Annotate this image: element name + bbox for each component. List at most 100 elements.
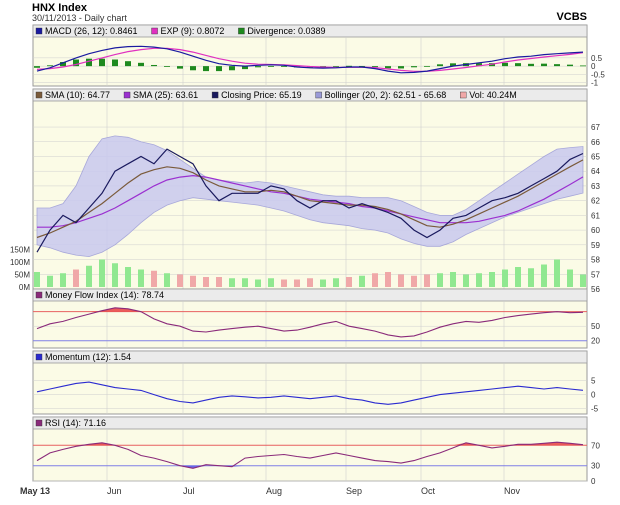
rsi-ytick-2: 30 bbox=[591, 462, 600, 471]
price-legend-swatch-2 bbox=[211, 91, 219, 99]
macd-divergence-bar-40 bbox=[554, 64, 560, 67]
macd-divergence-bar-10 bbox=[164, 66, 170, 67]
macd-divergence-bar-34 bbox=[476, 63, 482, 67]
macd-divergence-bar-32 bbox=[450, 63, 456, 67]
mfi-legend-label-0: Money Flow Index (14): 78.74 bbox=[45, 290, 164, 300]
price-ytick-4: 64 bbox=[591, 167, 600, 176]
x-axis: May 13 Jun Jul Aug Sep Oct Nov bbox=[20, 486, 521, 496]
volume-bar-38 bbox=[528, 268, 534, 287]
x-label-nov: Nov bbox=[504, 486, 521, 496]
volume-bar-33 bbox=[463, 274, 469, 287]
volume-bar-25 bbox=[359, 275, 365, 287]
x-label-sep: Sep bbox=[346, 486, 362, 496]
price-legend-swatch-0 bbox=[35, 91, 43, 99]
macd-divergence-bar-42 bbox=[580, 65, 586, 67]
macd-divergence-bar-39 bbox=[541, 63, 547, 67]
macd-divergence-bar-28 bbox=[398, 66, 404, 69]
volume-bar-9 bbox=[151, 270, 157, 287]
x-label-jun: Jun bbox=[107, 486, 122, 496]
momentum-ytick-1: 5 bbox=[591, 377, 596, 386]
volume-bar-10 bbox=[164, 273, 170, 287]
macd-divergence-bar-2 bbox=[60, 62, 66, 67]
price-ytick-7: 61 bbox=[591, 211, 600, 220]
momentum-line bbox=[36, 381, 584, 405]
macd-divergence-bar-9 bbox=[151, 64, 157, 67]
x-label-jul: Jul bbox=[183, 486, 195, 496]
price-ytick-6: 62 bbox=[591, 197, 600, 206]
volume-bar-36 bbox=[502, 269, 508, 287]
volume-bar-11 bbox=[177, 274, 183, 287]
macd-legend-bar bbox=[32, 24, 588, 38]
volume-bar-20 bbox=[294, 279, 300, 287]
price-legend-label-1: SMA (25): 63.61 bbox=[133, 90, 198, 100]
price-ytick-12: 56 bbox=[591, 285, 600, 294]
macd-divergence-bar-31 bbox=[437, 64, 443, 67]
volume-tick-0: 150M bbox=[10, 246, 30, 255]
volume-bar-8 bbox=[138, 269, 144, 287]
volume-bar-41 bbox=[567, 269, 573, 287]
volume-bar-24 bbox=[346, 277, 352, 287]
rsi-legend-swatch-0 bbox=[35, 419, 43, 427]
macd-ytick-4: -0.5 bbox=[591, 70, 605, 79]
macd-legend-label-0: MACD (26, 12): 0.8461 bbox=[45, 26, 138, 36]
macd-divergence-bar-11 bbox=[177, 66, 183, 69]
volume-bar-39 bbox=[541, 264, 547, 287]
momentum-ytick-2: 0 bbox=[591, 391, 596, 400]
closing-price-line bbox=[36, 148, 584, 253]
macd-divergence-bar-29 bbox=[411, 66, 417, 68]
price-legend-swatch-3 bbox=[315, 91, 322, 99]
volume-bar-42 bbox=[580, 274, 586, 287]
volume-bar-5 bbox=[99, 259, 105, 287]
macd-divergence-bar-14 bbox=[216, 66, 222, 72]
rsi-line bbox=[36, 441, 584, 469]
volume-bar-15 bbox=[229, 278, 235, 287]
price-ytick-3: 65 bbox=[591, 152, 600, 161]
macd-divergence-bar-18 bbox=[268, 66, 274, 67]
macd-divergence-bar-6 bbox=[112, 59, 118, 67]
macd-legend-swatch-2 bbox=[238, 27, 245, 35]
momentum-ytick-3: -5 bbox=[591, 404, 599, 413]
x-label-aug: Aug bbox=[266, 486, 282, 496]
macd-divergence-bar-19 bbox=[281, 66, 287, 67]
sma25-line bbox=[37, 174, 584, 228]
macd-signal-line bbox=[36, 47, 584, 72]
volume-bar-1 bbox=[47, 275, 53, 287]
price-legend-label-2: Closing Price: 65.19 bbox=[221, 90, 302, 100]
rsi-panel: 70 30 0 RSI (14): 71.16 bbox=[32, 416, 600, 486]
price-ytick-10: 58 bbox=[591, 256, 600, 265]
macd-divergence-bar-3 bbox=[73, 59, 79, 67]
macd-divergence-bar-13 bbox=[203, 66, 209, 72]
macd-panel: 0.50-0.5-1 MACD (26, 12): 0.8461 EXP (9): … bbox=[32, 24, 605, 88]
money-flow-panel: 50 20 Money Flow Index (14): 78.74 bbox=[32, 288, 600, 349]
momentum-legend-swatch-0 bbox=[35, 353, 43, 361]
price-ytick-8: 60 bbox=[591, 226, 600, 235]
volume-bar-22 bbox=[320, 279, 326, 287]
volume-bar-29 bbox=[411, 275, 417, 287]
chart-title: HNX Index bbox=[32, 2, 88, 14]
volume-bar-23 bbox=[333, 278, 339, 287]
rsi-oversold-fill-16 bbox=[232, 465, 245, 467]
price-ytick-11: 57 bbox=[591, 270, 600, 279]
macd-divergence-bar-25 bbox=[359, 65, 365, 67]
volume-tick-3: 0M bbox=[19, 283, 30, 292]
macd-divergence-bar-30 bbox=[424, 65, 430, 67]
rsi-legend-label-0: RSI (14): 71.16 bbox=[45, 418, 106, 428]
price-ytick-1: 67 bbox=[591, 123, 600, 132]
macd-divergence-bar-4 bbox=[86, 58, 92, 67]
momentum-legend-label-0: Momentum (12): 1.54 bbox=[45, 352, 131, 362]
volume-bar-7 bbox=[125, 267, 131, 287]
volume-bar-19 bbox=[281, 279, 287, 287]
price-ytick-2: 66 bbox=[591, 138, 600, 147]
volume-bar-32 bbox=[450, 272, 456, 287]
volume-bar-21 bbox=[307, 278, 313, 287]
macd-divergence-bar-17 bbox=[255, 66, 261, 68]
volume-bar-27 bbox=[385, 272, 391, 287]
x-label-oct: Oct bbox=[421, 486, 436, 496]
volume-bar-40 bbox=[554, 259, 560, 287]
macd-divergence-bar-15 bbox=[229, 66, 235, 71]
rsi-ytick-1: 70 bbox=[591, 441, 600, 450]
macd-divergence-bar-38 bbox=[528, 63, 534, 67]
price-legend-bar bbox=[32, 88, 588, 102]
price-legend-label-3: Bollinger (20, 2): 62.51 - 65.68 bbox=[325, 90, 447, 100]
